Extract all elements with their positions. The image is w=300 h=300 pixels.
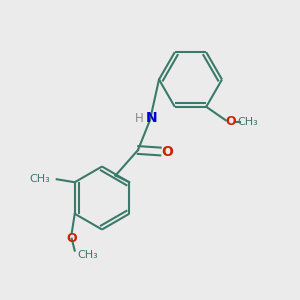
Text: H: H (135, 112, 144, 125)
Text: O: O (161, 145, 173, 158)
Text: O: O (226, 115, 236, 128)
Text: N: N (146, 112, 157, 125)
Text: CH₃: CH₃ (78, 250, 98, 260)
Text: CH₃: CH₃ (29, 174, 50, 184)
Text: CH₃: CH₃ (237, 117, 258, 127)
Text: O: O (66, 232, 77, 245)
